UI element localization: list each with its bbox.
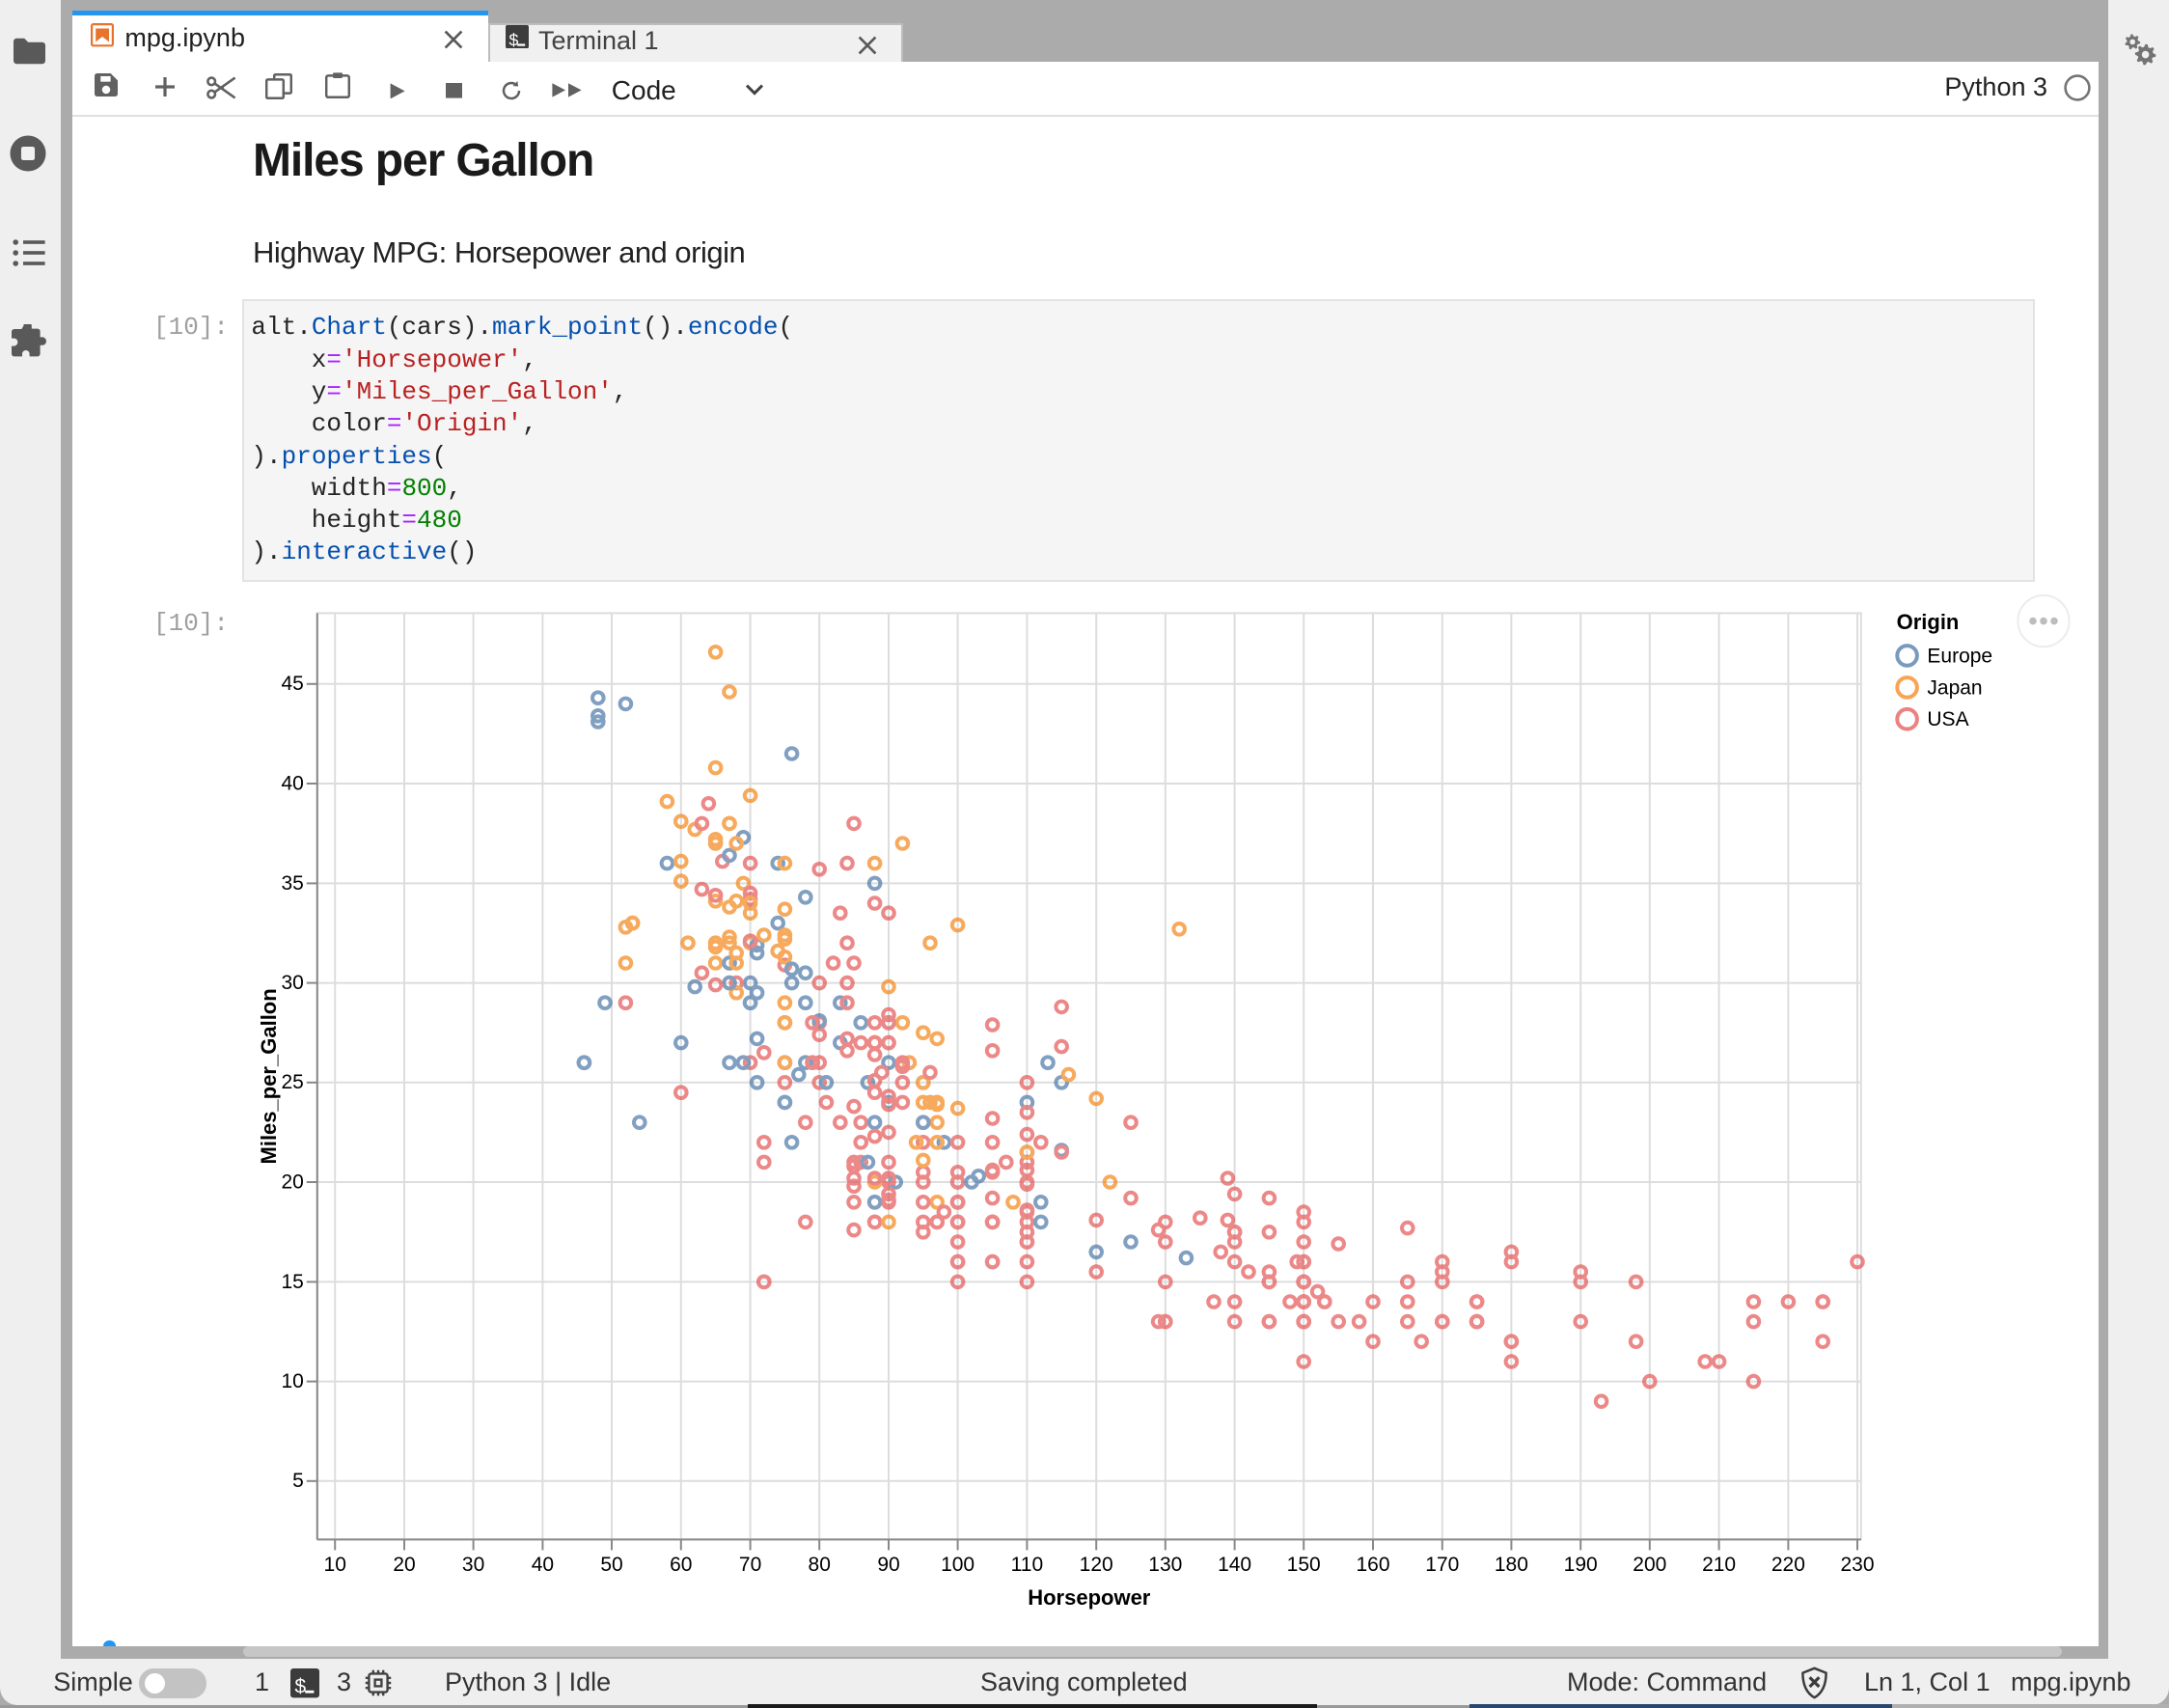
svg-text:Miles_per_Gallon: Miles_per_Gallon [257,988,281,1164]
svg-text:40: 40 [281,772,303,794]
svg-text:5: 5 [292,1470,304,1492]
svg-text:180: 180 [1495,1554,1528,1576]
svg-text:200: 200 [1633,1554,1666,1576]
svg-text:60: 60 [670,1554,692,1576]
svg-text:USA: USA [1927,708,1968,730]
svg-text:50: 50 [600,1554,622,1576]
svg-text:40: 40 [532,1554,554,1576]
svg-text:25: 25 [281,1071,303,1093]
svg-text:120: 120 [1080,1554,1113,1576]
svg-text:160: 160 [1356,1554,1389,1576]
svg-text:30: 30 [462,1554,484,1576]
svg-text:Origin: Origin [1897,610,1960,634]
svg-text:Horsepower: Horsepower [1028,1585,1151,1610]
svg-text:10: 10 [324,1554,346,1576]
svg-text:$: $ [508,32,519,48]
svg-text:Japan: Japan [1927,676,1982,699]
svg-text:100: 100 [941,1554,975,1576]
svg-text:20: 20 [281,1171,303,1193]
svg-text:190: 190 [1564,1554,1598,1576]
svg-text:110: 110 [1011,1554,1043,1576]
svg-text:220: 220 [1771,1554,1805,1576]
svg-text:90: 90 [877,1554,899,1576]
svg-text:30: 30 [281,972,303,994]
svg-text:230: 230 [1840,1554,1874,1576]
svg-text:15: 15 [281,1271,303,1293]
svg-text:20: 20 [393,1554,415,1576]
svg-text:10: 10 [281,1370,303,1392]
svg-text:210: 210 [1702,1554,1736,1576]
svg-text:35: 35 [281,872,303,895]
svg-text:Europe: Europe [1927,645,1992,667]
svg-text:170: 170 [1425,1554,1459,1576]
svg-text:130: 130 [1148,1554,1182,1576]
svg-text:80: 80 [809,1554,831,1576]
svg-text:70: 70 [739,1554,761,1576]
svg-text:140: 140 [1218,1554,1251,1576]
svg-text:$: $ [294,1677,307,1698]
svg-text:45: 45 [281,673,303,695]
svg-text:150: 150 [1287,1554,1321,1576]
